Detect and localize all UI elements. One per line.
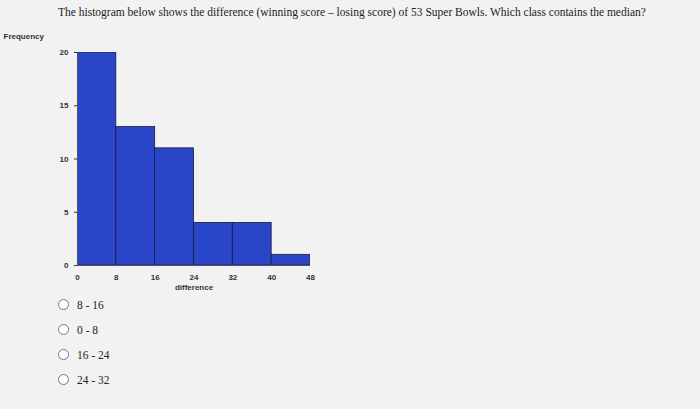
svg-text:40: 40 (267, 273, 276, 282)
svg-text:difference: difference (175, 283, 214, 292)
svg-text:0: 0 (64, 261, 69, 270)
svg-text:0: 0 (75, 273, 80, 282)
svg-text:24: 24 (190, 273, 199, 282)
svg-text:10: 10 (60, 155, 69, 164)
html-text:24 - 32: 24 - 32 (77, 373, 110, 386)
svg-text:32: 32 (228, 273, 237, 282)
svg-text:16: 16 (151, 273, 160, 282)
svg-text:15: 15 (60, 101, 69, 110)
html-text:0 - 8: 0 - 8 (77, 323, 99, 336)
svg-text:48: 48 (306, 273, 315, 282)
html-text:The histogram below shows the: The histogram below shows the difference… (58, 6, 646, 18)
html-text:8 - 16: 8 - 16 (77, 298, 104, 311)
svg-text:8: 8 (114, 273, 119, 282)
svg-text:5: 5 (64, 208, 69, 217)
svg-text:Frequency: Frequency (4, 32, 45, 41)
html-text:16 - 24: 16 - 24 (77, 348, 110, 361)
svg-text:20: 20 (60, 48, 69, 57)
